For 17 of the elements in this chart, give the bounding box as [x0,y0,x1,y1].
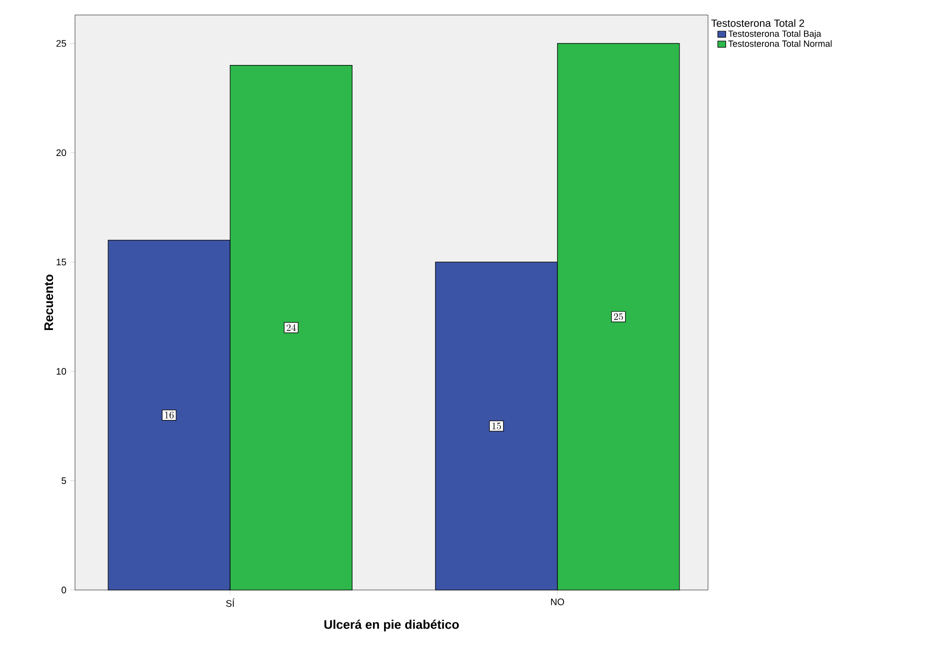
x-tick-label: NO [551,598,564,606]
x-tick-label: SÍ [226,598,235,607]
x-axis-title: Ulcerá en pie diabético [324,620,459,632]
legend-label: Testosterona Total Normal [728,40,832,47]
y-tick-label: 15 [56,258,66,266]
data-label: 24 [286,324,296,331]
data-label: 25 [614,313,623,320]
data-label: 15 [492,422,501,430]
y-tick-label: 20 [56,149,66,156]
y-axis-title: Recuento [44,274,54,330]
data-label: 16 [165,412,174,419]
legend-title: Testosterona Total 2 [711,19,804,27]
legend-label: Testosterona Total Baja [728,30,822,39]
y-tick-label: 5 [62,477,66,484]
y-tick-label: 10 [56,368,66,375]
y-tick-label: 25 [56,40,66,47]
y-tick-label: 0 [62,586,66,594]
